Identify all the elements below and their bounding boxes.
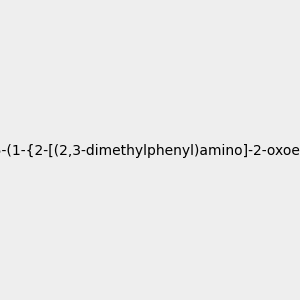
Text: N-[5-(1-{2-[(2,3-dimethylphenyl)amino]-2-oxoethyl}: N-[5-(1-{2-[(2,3-dimethylphenyl)amino]-2… (0, 145, 300, 158)
